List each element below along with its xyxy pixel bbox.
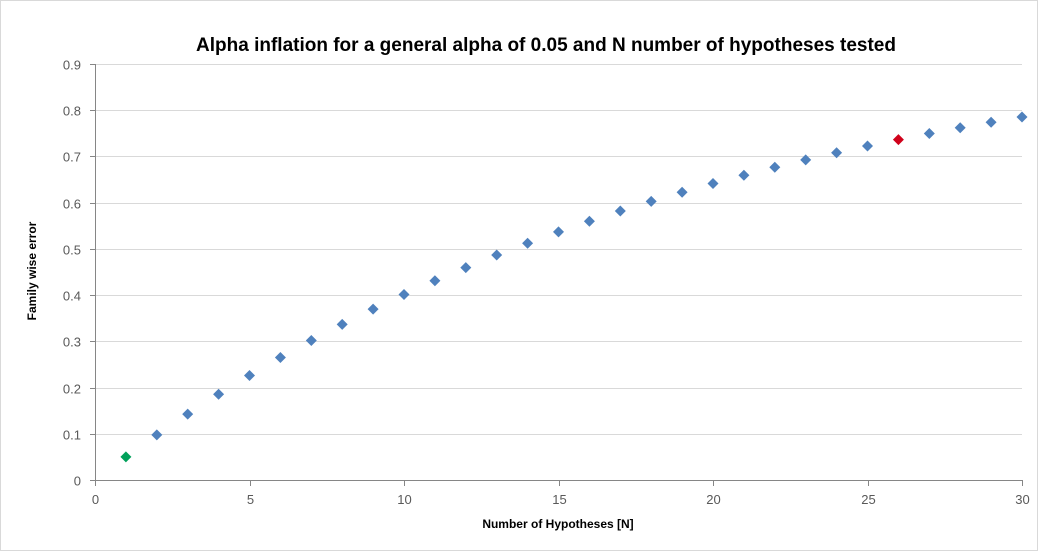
data-point [460,262,472,274]
data-point [522,237,534,249]
data-point [367,303,379,315]
data-point [429,275,441,287]
data-point [707,177,719,189]
x-tick-label: 5 [247,492,254,507]
y-tick-label: 0 [74,474,81,489]
data-point [305,335,317,347]
data-point [120,451,132,463]
data-point [676,186,688,198]
data-point [1016,111,1028,123]
data-point [831,147,843,159]
data-point [213,388,225,400]
x-tick-label: 20 [706,492,720,507]
data-point [491,249,503,261]
data-point [151,429,163,441]
y-tick-label: 0.9 [63,58,81,73]
data-point [244,369,255,381]
x-tick-label: 15 [552,492,566,507]
data-point [336,318,348,330]
y-axis-label: Family wise error [25,221,39,320]
y-tick-label: 0.2 [63,382,81,397]
data-point [614,205,626,217]
x-tick-label: 10 [397,492,411,507]
x-tick-label: 0 [92,492,99,507]
data-point [923,127,935,139]
x-tick-label: 25 [861,492,875,507]
data-point [274,352,286,364]
data-point [862,140,873,152]
y-tick-label: 0.5 [63,243,81,258]
data-point [583,215,595,227]
data-point [769,161,781,173]
data-point [800,154,812,166]
y-tick-label: 0.3 [63,335,81,350]
data-point [182,408,194,420]
data-point [985,116,997,128]
chart-title: Alpha inflation for a general alpha of 0… [196,35,896,56]
gridlines [95,64,1022,435]
data-point [398,289,410,301]
data-points [120,111,1028,463]
data-point [553,226,564,238]
data-point [738,169,750,181]
data-point [892,134,904,146]
y-tick-label: 0.8 [63,104,81,119]
data-point [645,195,657,207]
y-tick-label: 0.6 [63,197,81,212]
x-tick-label: 30 [1015,492,1029,507]
axes: 0 0.1 0.2 0.3 0.4 0.5 0.6 0.7 0.8 0.9 0 5 10 15 20 25 30 [63,58,1030,508]
y-tick-label: 0.1 [63,428,81,443]
y-tick-label: 0.7 [63,150,81,165]
y-tick-label: 0.4 [63,289,81,304]
data-point [954,122,966,134]
x-axis-label: Number of Hypotheses [N] [482,517,633,531]
